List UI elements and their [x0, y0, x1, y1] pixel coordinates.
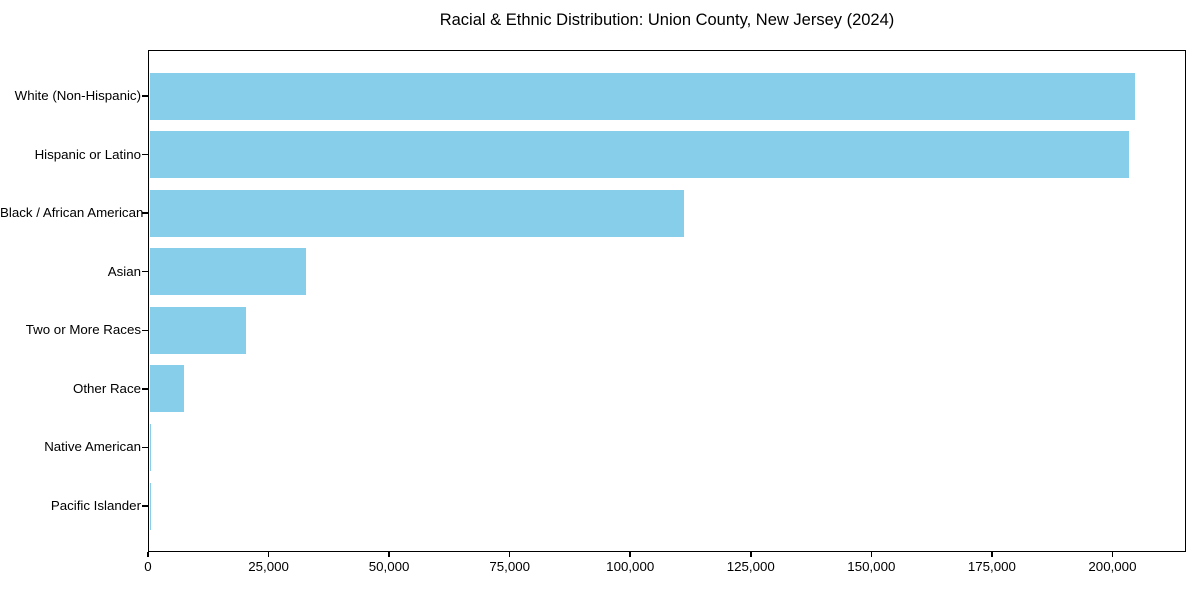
x-tick-mark	[629, 552, 631, 557]
bar	[149, 306, 246, 354]
y-tick-label: Two or More Races	[25, 322, 141, 338]
y-tick-mark	[142, 270, 148, 273]
x-tick-label: 100,000	[606, 559, 655, 574]
y-tick-label: White (Non-Hispanic)	[14, 88, 141, 103]
chart-title: Racial & Ethnic Distribution: Union Coun…	[439, 11, 895, 29]
y-tick-label: Hispanic or Latino	[34, 146, 141, 162]
x-tick-label: 25,000	[248, 559, 289, 574]
x-tick-mark	[750, 552, 752, 557]
y-tick-mark	[142, 505, 148, 507]
x-tick-label: 175,000	[967, 559, 1016, 574]
y-tick-label: Pacific Islander	[50, 498, 141, 513]
y-tick-label: Other Race	[73, 380, 141, 396]
x-tick-label: 0	[144, 559, 152, 574]
bar	[149, 248, 306, 296]
x-tick-label: 75,000	[489, 559, 530, 574]
y-tick-mark	[142, 329, 148, 332]
x-tick-mark	[991, 552, 993, 557]
x-tick-mark	[870, 552, 873, 557]
y-tick-mark	[142, 446, 148, 449]
x-tick-mark	[508, 552, 511, 557]
x-tick-label: 50,000	[368, 559, 410, 574]
bar	[149, 72, 1136, 120]
x-tick-mark	[267, 552, 270, 557]
plot-area	[148, 50, 1186, 552]
bar	[149, 423, 152, 471]
y-tick-mark	[142, 153, 148, 156]
y-tick-label: Asian	[107, 263, 141, 279]
x-tick-mark	[388, 552, 390, 557]
y-tick-label: Black / African American	[0, 205, 144, 221]
x-tick-label: 125,000	[726, 559, 775, 574]
x-tick-mark	[1111, 552, 1114, 557]
y-tick-mark	[142, 388, 148, 390]
y-tick-label: Native American	[44, 439, 141, 455]
y-tick-mark	[142, 212, 148, 214]
bar	[149, 131, 1129, 179]
x-tick-label: 200,000	[1088, 559, 1137, 574]
y-tick-mark	[142, 95, 148, 97]
x-tick-mark	[147, 552, 149, 557]
bar	[149, 365, 185, 413]
bar	[149, 189, 685, 237]
x-tick-label: 150,000	[847, 559, 896, 574]
